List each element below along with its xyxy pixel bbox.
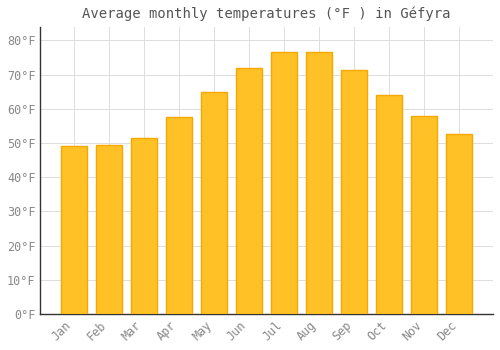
Bar: [166, 117, 192, 314]
Bar: [411, 116, 438, 314]
Bar: [61, 146, 87, 314]
Bar: [341, 70, 367, 314]
Bar: [96, 145, 122, 314]
Bar: [376, 95, 402, 314]
Bar: [131, 138, 157, 314]
Bar: [306, 52, 332, 314]
Bar: [236, 68, 262, 314]
Bar: [201, 92, 228, 314]
Title: Average monthly temperatures (°F ) in Géfyra: Average monthly temperatures (°F ) in Gé…: [82, 7, 451, 21]
Bar: [446, 134, 472, 314]
Bar: [271, 52, 297, 314]
